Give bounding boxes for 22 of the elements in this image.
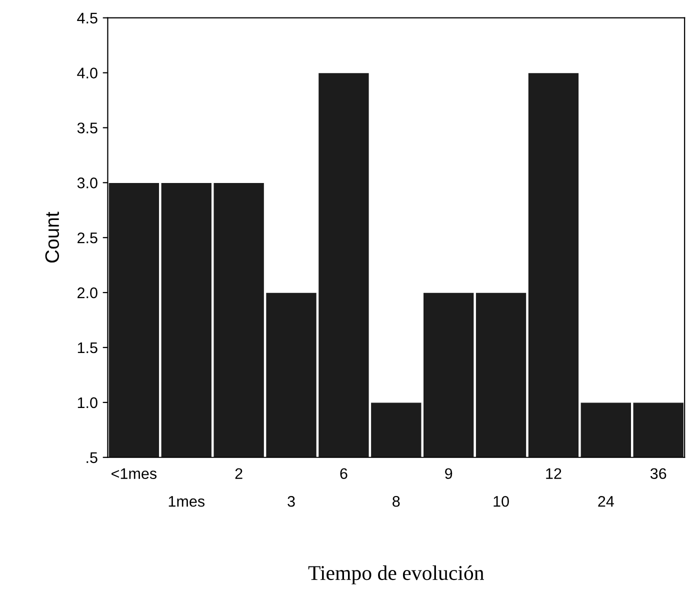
x-tick-label: 1mes — [168, 496, 205, 507]
x-tick-label: 24 — [598, 496, 614, 507]
y-tick-label: 1.5 — [78, 342, 98, 354]
y-tick-label: 4.5 — [77, 12, 98, 24]
x-tick-label: 2 — [235, 468, 242, 479]
x-tick-label: 12 — [546, 468, 562, 479]
y-tick-label: 3.5 — [77, 122, 98, 134]
x-tick-label: 9 — [445, 468, 452, 480]
y-tick-label: 1.0 — [78, 397, 98, 408]
x-tick-label: <1mes — [112, 468, 157, 480]
x-axis-title: Tiempo de evolución — [308, 565, 484, 584]
y-tick-label: 4.0 — [77, 68, 98, 78]
x-tick-label: 6 — [340, 468, 348, 480]
x-tick-label: 10 — [494, 496, 509, 507]
y-tick-label: .5 — [86, 452, 98, 464]
x-tick-label: 8 — [392, 496, 400, 507]
x-tick-label: 3 — [288, 496, 295, 507]
y-tick-label: 2.0 — [78, 287, 98, 298]
y-axis-title: Count — [45, 212, 60, 263]
x-tick-label: 36 — [650, 468, 666, 480]
y-tick-label: 3.0 — [77, 178, 98, 188]
y-tick-label: 2.5 — [78, 232, 98, 244]
